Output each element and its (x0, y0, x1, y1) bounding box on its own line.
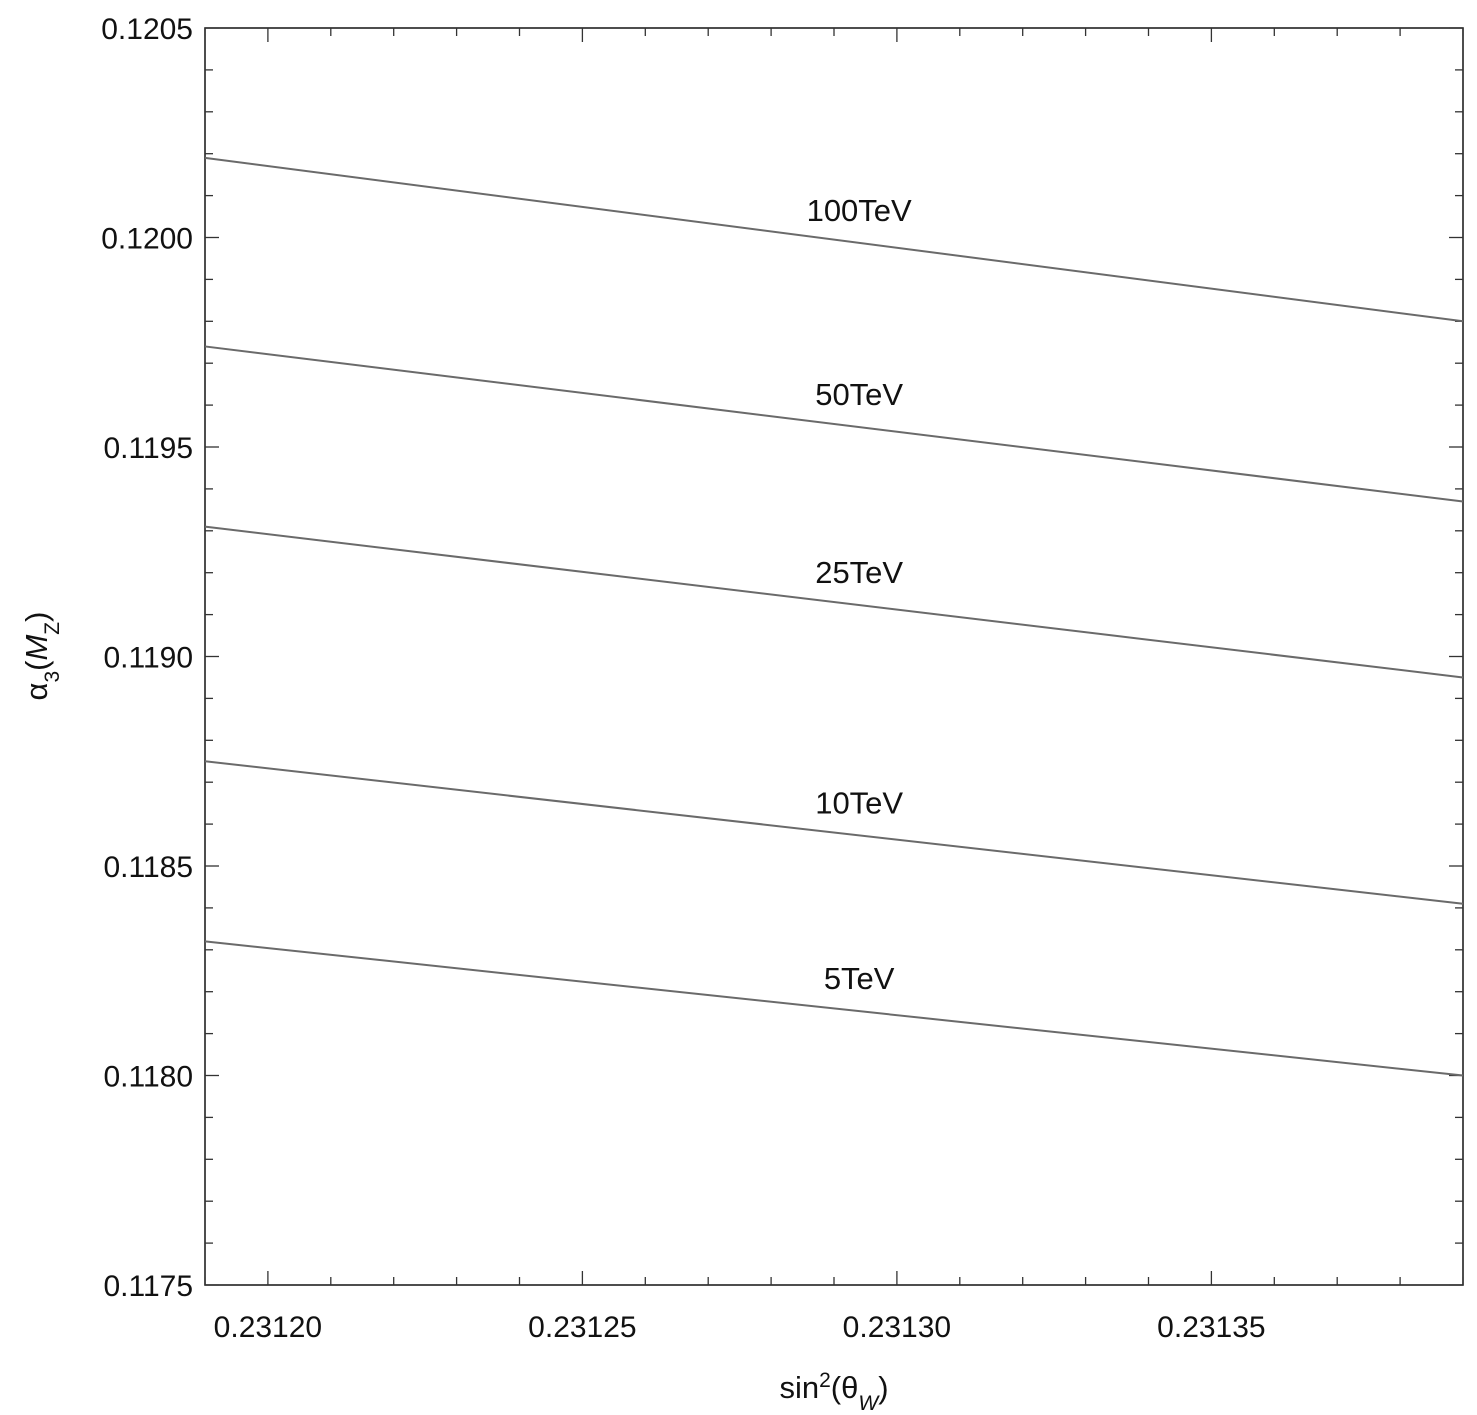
y-tick-label: 0.1190 (103, 642, 193, 675)
y-tick-label: 0.1195 (103, 432, 193, 465)
series-label: 5TeV (824, 961, 895, 996)
series-label: 50TeV (815, 377, 903, 412)
x-tick-label: 0.23130 (843, 1311, 951, 1344)
y-tick-label: 0.1200 (101, 223, 193, 256)
x-tick-label: 0.23125 (528, 1311, 636, 1344)
series-label: 100TeV (807, 193, 912, 228)
y-tick-label: 0.1175 (103, 1270, 193, 1303)
series-labels: 100TeV 50TeV 25TeV 10TeV 5TeV (807, 193, 912, 996)
y-tick-label: 0.1180 (103, 1061, 193, 1094)
series-label: 10TeV (815, 785, 903, 820)
axis-ticks (204, 27, 1464, 1286)
y-tick-label: 0.1185 (103, 851, 193, 884)
series-line (204, 345, 1464, 503)
series-line (204, 525, 1464, 679)
series-line (204, 940, 1464, 1077)
tick-labels: 0.23120 0.23125 0.23130 0.23135 0.1175 0.1180… (101, 13, 1265, 1344)
x-tick-label: 0.23135 (1157, 1311, 1265, 1344)
series-lines (204, 156, 1464, 1077)
x-tick-label: 0.23120 (214, 1311, 322, 1344)
series-label: 25TeV (815, 555, 903, 590)
series-line (204, 156, 1464, 323)
y-tick-label: 0.1205 (101, 13, 193, 46)
x-axis-label: sin2(θW) (779, 1369, 888, 1415)
series-line (204, 760, 1464, 905)
y-axis-label: α3(MZ) (19, 612, 64, 701)
